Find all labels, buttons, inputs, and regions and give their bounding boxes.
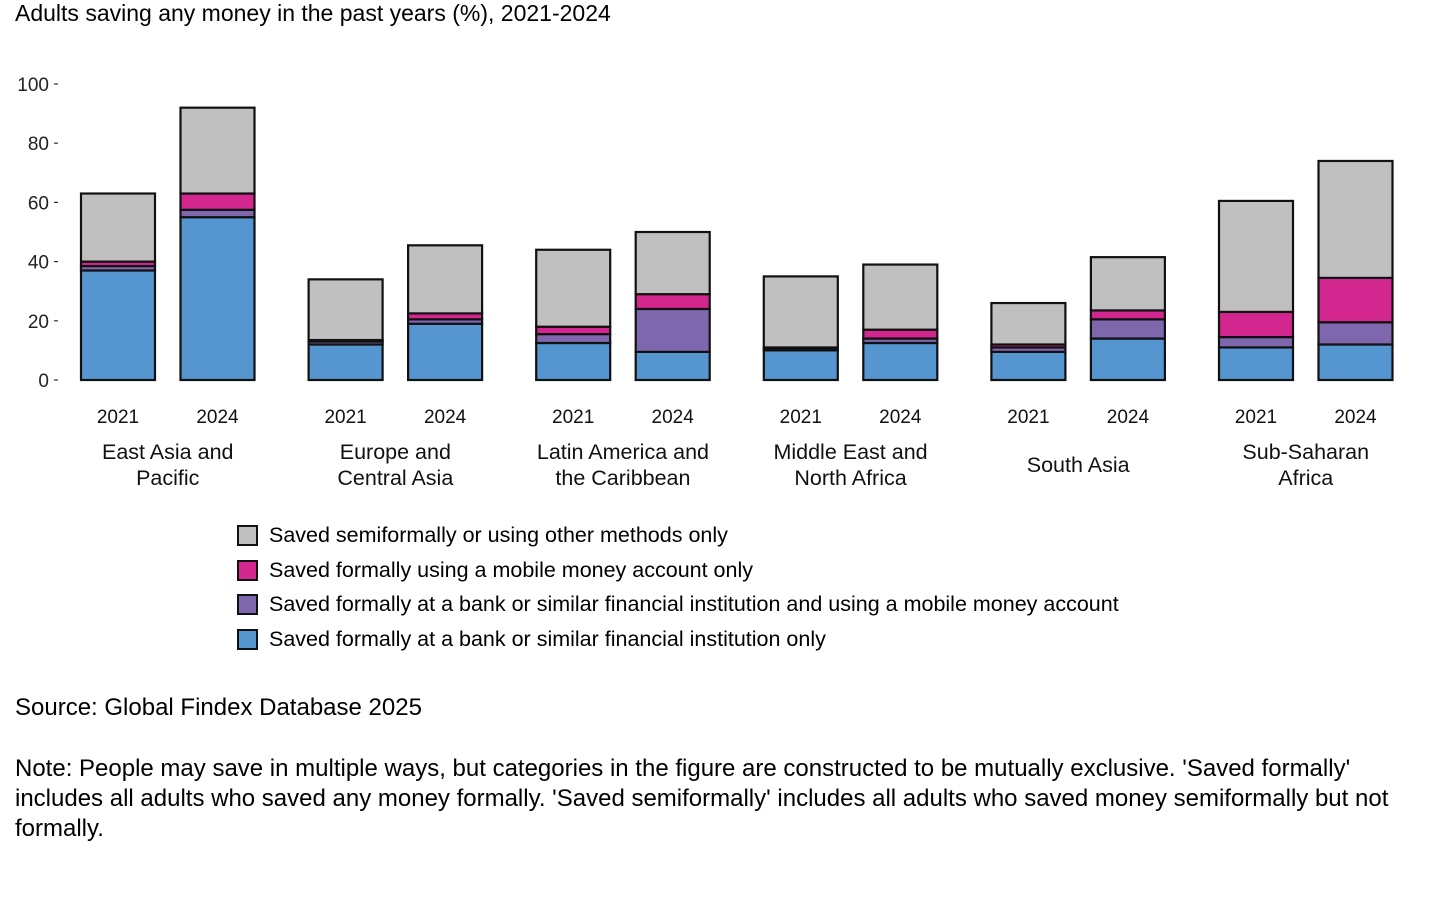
x-tick-label-year: 2021: [97, 407, 139, 428]
group-label: Europe and: [340, 440, 451, 464]
group-label: Sub-Saharan: [1242, 440, 1369, 464]
bar-segment: [1317, 321, 1394, 346]
bar-segment: [1089, 309, 1167, 321]
bar-segment: [762, 349, 839, 382]
group-label: North Africa: [794, 466, 906, 490]
legend-swatch-bank-and-mobile: [237, 594, 258, 616]
y-tick-label: 100: [17, 75, 49, 96]
bar-segment: [79, 192, 157, 263]
bar-segment: [1317, 276, 1394, 324]
group-label: Middle East and: [773, 440, 927, 464]
x-tick-label-year: 2024: [1334, 407, 1377, 428]
group-label: Central Asia: [337, 466, 453, 490]
y-tick-label: 80: [28, 134, 49, 155]
bar-segment: [307, 278, 384, 342]
x-tick-label-year: 2024: [879, 407, 922, 428]
group-label: the Caribbean: [555, 466, 690, 490]
bar-segment: [990, 301, 1067, 346]
legend-swatch-bank-only: [237, 628, 258, 650]
group-label: South Asia: [1027, 453, 1130, 477]
x-tick-label-year: 2024: [424, 407, 467, 428]
legend-swatch-semiformal: [237, 524, 258, 546]
bar-segment: [990, 350, 1067, 382]
bar-segment: [634, 293, 711, 311]
legend-label: Saved formally at a bank or similar fina…: [269, 592, 1119, 617]
bar-segment: [634, 350, 711, 382]
bar-segment: [407, 322, 484, 382]
bar-segment: [179, 208, 256, 219]
bar-segment: [535, 333, 612, 345]
source-text: Source: Global Findex Database 2025: [15, 694, 422, 721]
bar-segment: [862, 341, 939, 382]
bar-segment: [179, 106, 256, 195]
legend-label: Saved formally using a mobile money acco…: [269, 557, 754, 582]
bar-segment: [307, 343, 384, 382]
x-tick-label-year: 2021: [1007, 407, 1049, 428]
bar-segment: [862, 328, 939, 340]
bar-segment: [862, 263, 939, 331]
bar-segment: [79, 269, 157, 382]
legend-label: Saved semiformally or using other method…: [269, 522, 728, 547]
legend-item-semiformal: Saved semiformally or using other method…: [237, 518, 1119, 553]
bar-segment: [1217, 346, 1295, 382]
legend-item-bank-only: Saved formally at a bank or similar fina…: [237, 622, 1119, 657]
bar-segment: [179, 192, 256, 211]
bar-segment: [1217, 335, 1295, 349]
bar-segment: [1317, 343, 1394, 382]
chart-title: Adults saving any money in the past year…: [15, 0, 611, 26]
x-tick-label-year: 2021: [324, 407, 366, 428]
bar-segment: [1217, 199, 1295, 314]
bar-segment: [634, 230, 711, 296]
group-label: Pacific: [136, 466, 200, 490]
y-tick-label: 0: [38, 371, 49, 392]
stacked-bar-chart: 0 20 40 60 80 100 2021 2024 East Asia andPacific…: [17, 75, 1394, 490]
legend: Saved semiformally or using other method…: [237, 518, 1119, 657]
bar-segment: [1089, 256, 1167, 312]
bar-segment: [1317, 159, 1394, 279]
note-text: Note: People may save in multiple ways, …: [15, 755, 1389, 842]
bar-segment: [1089, 318, 1167, 340]
group-label: Africa: [1278, 466, 1333, 490]
legend-swatch-mobile-only: [237, 559, 258, 581]
bar-segment: [535, 248, 612, 328]
x-tick-label-year: 2021: [552, 407, 594, 428]
legend-label: Saved formally at a bank or similar fina…: [269, 626, 826, 651]
group-label: East Asia and: [102, 440, 233, 464]
x-tick-label-year: 2024: [1107, 407, 1150, 428]
y-tick-label: 60: [28, 193, 49, 214]
bar-segment: [1217, 310, 1295, 339]
bar-segment: [634, 307, 711, 353]
y-tick-label: 20: [28, 312, 49, 333]
bar-segment: [535, 341, 612, 382]
y-tick-label: 40: [28, 253, 49, 274]
group-label: Latin America and: [537, 440, 709, 464]
x-tick-label-year: 2021: [1235, 407, 1277, 428]
bar-segment: [407, 244, 484, 315]
x-tick-label-year: 2021: [780, 407, 822, 428]
legend-item-mobile-only: Saved formally using a mobile money acco…: [237, 553, 1119, 588]
x-tick-label-year: 2024: [652, 407, 695, 428]
bar-segment: [1089, 337, 1167, 382]
bar-segment: [535, 325, 612, 336]
bar-segment: [179, 216, 256, 382]
legend-item-bank-and-mobile: Saved formally at a bank or similar fina…: [237, 587, 1119, 622]
x-tick-label-year: 2024: [196, 407, 239, 428]
bar-segment: [762, 275, 839, 349]
